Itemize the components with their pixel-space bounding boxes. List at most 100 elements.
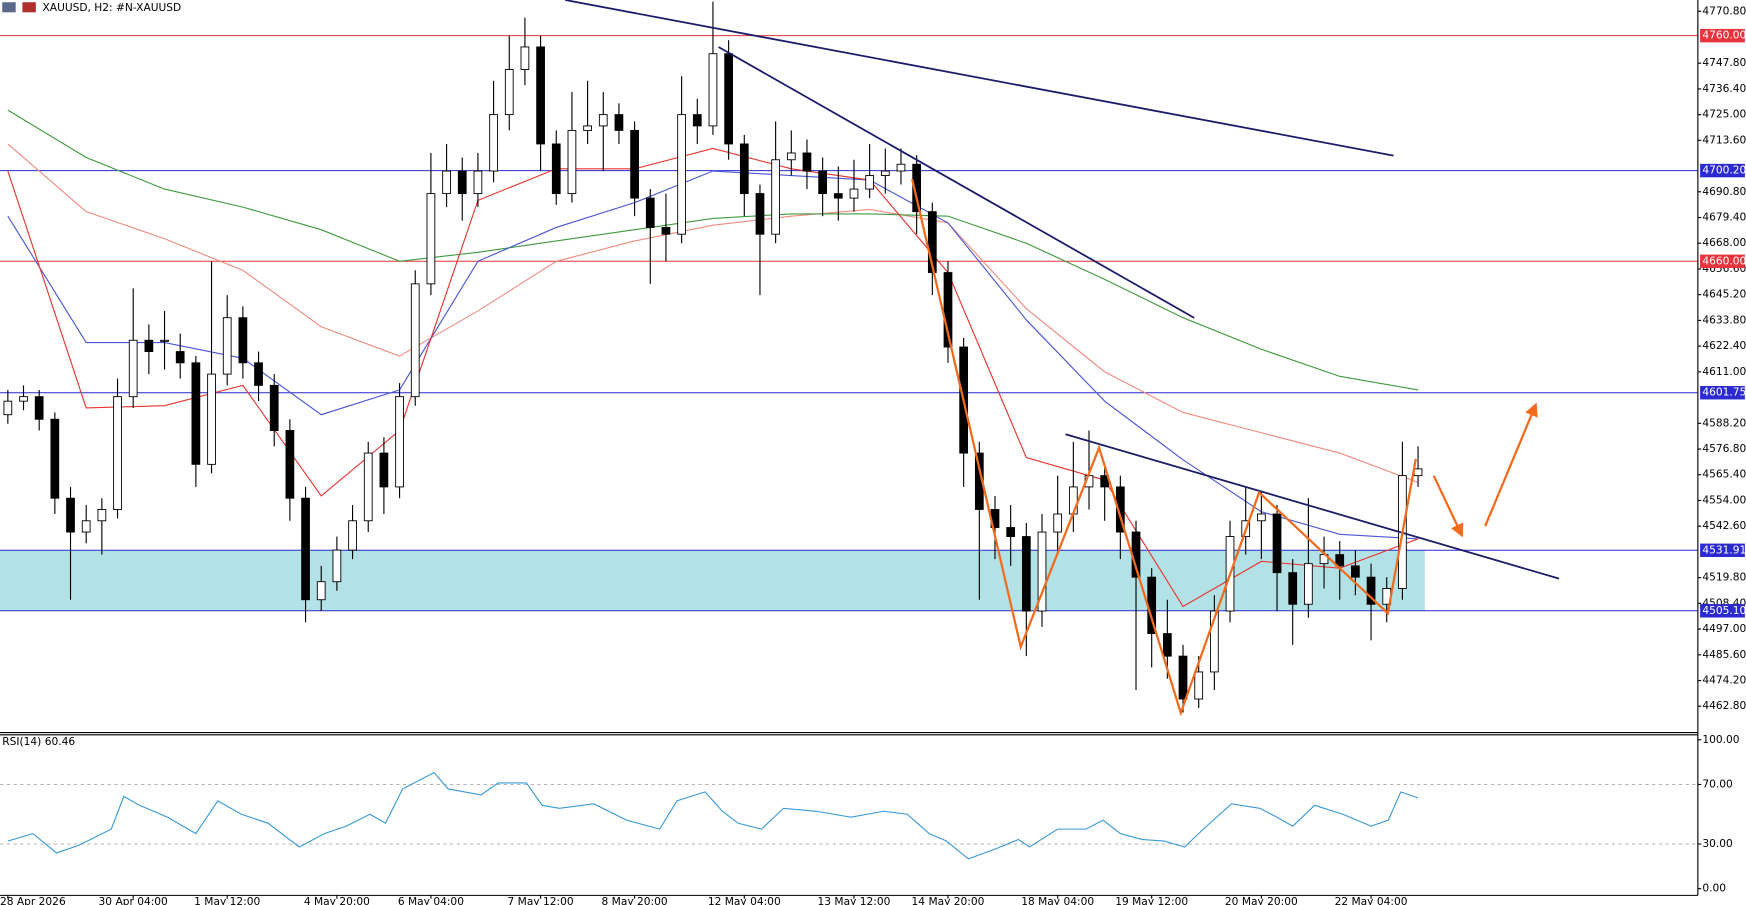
candle-body bbox=[379, 452, 389, 488]
candle-body bbox=[222, 317, 232, 375]
candle-body bbox=[536, 46, 545, 145]
y-tick-label: 4462.80 bbox=[1702, 699, 1746, 712]
candle-body bbox=[410, 283, 420, 398]
candle-body bbox=[81, 520, 91, 533]
candle-body bbox=[1335, 554, 1345, 567]
candle-body bbox=[943, 272, 953, 348]
x-tick-label: 7 May 12:00 bbox=[508, 895, 574, 905]
candle-body bbox=[332, 549, 342, 583]
candle-body bbox=[1288, 572, 1298, 605]
candle-body bbox=[285, 430, 295, 499]
candle-body bbox=[66, 497, 75, 533]
candle-body bbox=[692, 114, 702, 127]
candle-body bbox=[927, 211, 937, 274]
candle-body bbox=[1257, 513, 1266, 522]
y-tick-label: 4668.00 bbox=[1702, 236, 1746, 249]
candle-body bbox=[1006, 527, 1016, 538]
level-tag bbox=[1700, 28, 1745, 43]
candle-body bbox=[1194, 671, 1204, 700]
candle-body bbox=[818, 170, 828, 195]
candle-body bbox=[19, 396, 28, 402]
candle-body bbox=[677, 114, 686, 235]
candle-body bbox=[755, 193, 765, 235]
y-tick-label: 4690.80 bbox=[1702, 185, 1746, 198]
level-label: 4531.91 bbox=[1702, 543, 1746, 556]
candle-body bbox=[880, 170, 890, 176]
y-tick-label: 30.00 bbox=[1702, 837, 1733, 850]
candle-body bbox=[3, 400, 13, 416]
frame: XAUUSD, H2: #N-XAUUSD RSI(14) 60.46 bbox=[0, 0, 1699, 896]
y-tick-label: 4485.60 bbox=[1702, 648, 1746, 661]
y-tick-label: 4542.60 bbox=[1702, 519, 1746, 532]
y-tick-label: 4565.40 bbox=[1702, 468, 1746, 481]
candle-body bbox=[426, 193, 436, 285]
candle-body bbox=[708, 53, 718, 127]
y-tick-label: 4576.80 bbox=[1702, 442, 1746, 455]
candle-body bbox=[316, 581, 326, 601]
moving-average bbox=[7, 147, 1419, 608]
x-tick-label: 28 Apr 2026 bbox=[0, 895, 66, 905]
level-tag bbox=[1700, 254, 1745, 269]
y-tick-label: 4611.00 bbox=[1702, 365, 1746, 378]
x-tick-label: 8 May 20:00 bbox=[602, 895, 668, 905]
y-tick-label: 4633.80 bbox=[1702, 313, 1746, 326]
y-tick-label: 4588.20 bbox=[1702, 416, 1746, 429]
y-tick-label: 70.00 bbox=[1702, 777, 1733, 790]
candle-body bbox=[1115, 486, 1125, 533]
candle-body bbox=[771, 159, 780, 235]
candle-body bbox=[97, 509, 107, 522]
candle-body bbox=[489, 114, 498, 172]
y-tick-label: 4622.40 bbox=[1702, 339, 1746, 352]
arrow bbox=[1484, 402, 1538, 527]
moving-average bbox=[7, 143, 1419, 483]
candle-body bbox=[34, 396, 44, 420]
y-tick-label: 4747.80 bbox=[1702, 56, 1746, 69]
arrow bbox=[1432, 475, 1464, 538]
candle-body bbox=[1178, 655, 1188, 700]
candle-body bbox=[254, 362, 263, 386]
candle-body bbox=[363, 452, 373, 522]
x-tick-label: 18 May 04:00 bbox=[1021, 895, 1094, 905]
y-tick-label: 4713.60 bbox=[1702, 133, 1746, 146]
level-label: 4760.00 bbox=[1702, 29, 1746, 42]
y-tick-label: 4519.80 bbox=[1702, 571, 1746, 584]
level-label: 4660.00 bbox=[1702, 254, 1746, 267]
candle-body bbox=[739, 143, 749, 195]
support-zone bbox=[0, 550, 1425, 611]
candle-body bbox=[724, 53, 733, 145]
candle-body bbox=[1351, 565, 1360, 578]
trend-line bbox=[1065, 433, 1560, 580]
candle-body bbox=[144, 339, 154, 352]
candle-body bbox=[614, 114, 624, 131]
candle-body bbox=[1413, 468, 1423, 477]
level-label: 4601.75 bbox=[1702, 386, 1746, 399]
candle-body bbox=[786, 152, 796, 161]
candle-body bbox=[504, 69, 514, 116]
x-tick-label: 20 May 20:00 bbox=[1225, 895, 1298, 905]
candle-body bbox=[238, 317, 248, 364]
x-tick-label: 1 May 12:00 bbox=[194, 895, 260, 905]
candle-body bbox=[833, 193, 843, 199]
x-tick-label: 13 May 12:00 bbox=[818, 895, 891, 905]
candle-body bbox=[865, 175, 875, 190]
timeframe-icon bbox=[22, 2, 36, 13]
candle-body bbox=[1366, 576, 1376, 605]
candle-body bbox=[1068, 486, 1078, 515]
x-tick-label: 30 Apr 04:00 bbox=[99, 895, 169, 905]
y-tick-label: 4474.20 bbox=[1702, 674, 1746, 687]
candle-body bbox=[128, 339, 138, 398]
candle-body bbox=[896, 163, 906, 172]
candle-body bbox=[207, 373, 216, 465]
candle-body bbox=[191, 362, 201, 465]
candle-body bbox=[630, 129, 639, 199]
trend-line bbox=[718, 46, 1195, 319]
y-tick-label: 4725.00 bbox=[1702, 108, 1746, 121]
candle-body bbox=[1304, 563, 1313, 605]
candle-body bbox=[551, 143, 561, 195]
candle-body bbox=[473, 170, 483, 195]
x-tick-label: 22 May 04:00 bbox=[1335, 895, 1408, 905]
candle-body bbox=[113, 396, 122, 510]
y-tick-label: 4770.80 bbox=[1702, 4, 1746, 17]
candle-body bbox=[520, 46, 530, 70]
